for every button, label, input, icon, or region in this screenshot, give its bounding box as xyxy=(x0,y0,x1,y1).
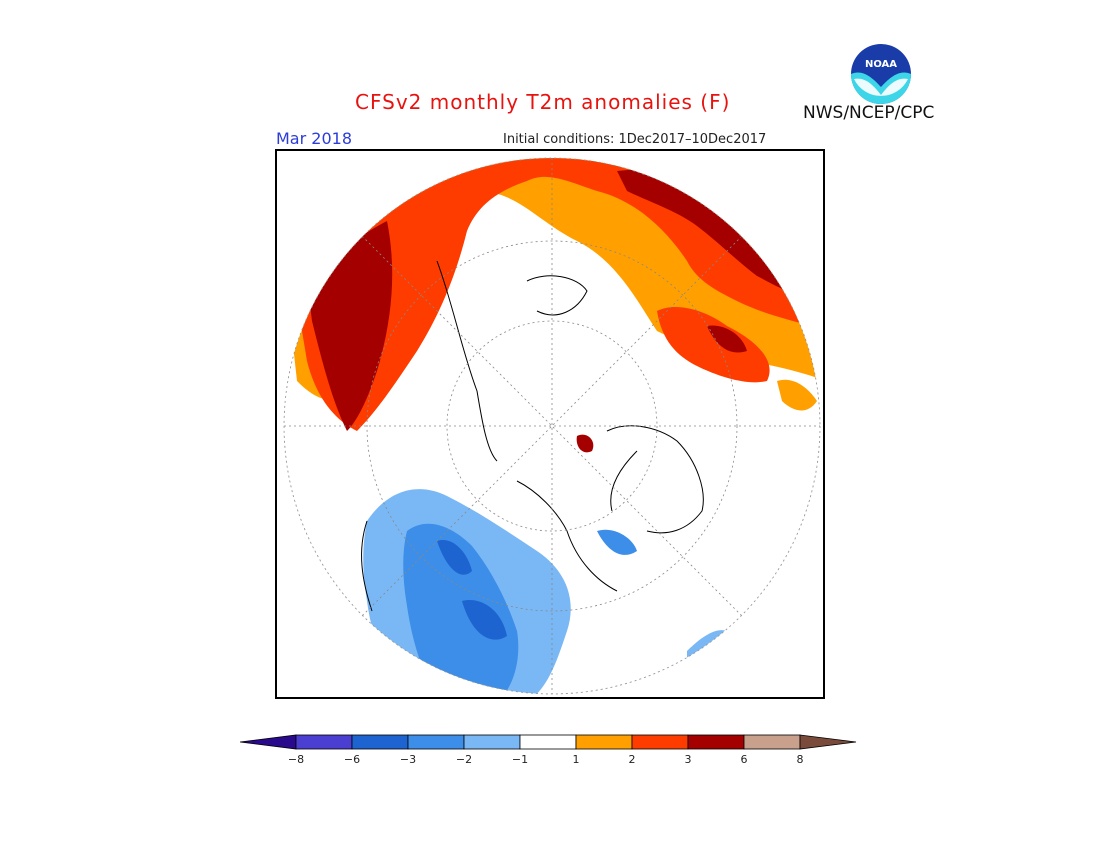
colorbar xyxy=(240,734,857,750)
colorbar-bin xyxy=(687,734,745,750)
logo-text: NOAA xyxy=(865,59,897,70)
colorbar-tick-label: 6 xyxy=(740,753,748,766)
cold-region-siberia-east xyxy=(687,630,737,671)
colorbar-bin xyxy=(407,734,465,750)
colorbar-bin xyxy=(463,734,521,750)
warm-region-scandinavia xyxy=(657,306,770,383)
colorbar-bin xyxy=(631,734,689,750)
colorbar-tick-label: −6 xyxy=(343,753,361,766)
warm-region-scandinavia-dark xyxy=(707,325,747,353)
warm-region-europe-south xyxy=(777,379,817,411)
colorbar-tick-label: 3 xyxy=(684,753,692,766)
valid-month-label: Mar 2018 xyxy=(276,129,352,148)
anomaly-map-svg xyxy=(283,157,821,695)
graticule xyxy=(284,158,820,694)
coastlines xyxy=(361,260,704,612)
colorbar-bin xyxy=(575,734,633,750)
warm-region-greenland-east xyxy=(576,434,594,453)
colorbar-bin xyxy=(295,734,353,750)
cold-region-alaska xyxy=(597,529,637,555)
agency-label: NWS/NCEP/CPC xyxy=(803,103,935,123)
colorbar-tick-label: 2 xyxy=(628,753,636,766)
noaa-logo: NOAA xyxy=(851,44,911,104)
colorbar-bin xyxy=(743,734,801,750)
colorbar-bin xyxy=(799,734,857,750)
polar-map xyxy=(275,149,825,699)
initial-conditions-label: Initial conditions: 1Dec2017–10Dec2017 xyxy=(503,132,767,147)
cold-region-canada-dark xyxy=(437,540,472,575)
colorbar-tick-label: 8 xyxy=(796,753,804,766)
cold-region-canada-medium xyxy=(403,523,519,694)
colorbar-tick-label: −8 xyxy=(287,753,305,766)
map-title: CFSv2 monthly T2m anomalies (F) xyxy=(355,90,731,114)
colorbar-bin xyxy=(240,734,297,750)
colorbar-tick-label: −3 xyxy=(399,753,417,766)
colorbar-tick-label: −2 xyxy=(455,753,473,766)
cold-region-canada-dark-south xyxy=(462,600,507,640)
colorbar-tick-label: 1 xyxy=(572,753,580,766)
colorbar-tick-label: −1 xyxy=(511,753,529,766)
colorbar-bin xyxy=(519,734,577,750)
colorbar-bin xyxy=(351,734,409,750)
